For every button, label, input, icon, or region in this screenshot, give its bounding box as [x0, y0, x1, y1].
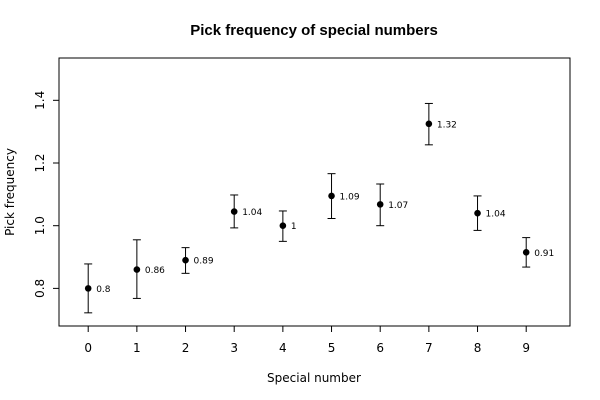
y-tick-label: 1.4 [33, 91, 47, 110]
data-label: 1.04 [486, 210, 506, 220]
y-tick-label: 1.2 [33, 153, 47, 172]
data-label: 1.09 [340, 192, 360, 202]
data-point [328, 192, 335, 200]
x-tick-label: 9 [522, 341, 530, 355]
data-label: 1.07 [388, 201, 408, 211]
y-axis: 0.8 1.0 1.2 1.4 [33, 91, 59, 298]
x-tick-label: 3 [230, 341, 238, 355]
y-axis-label: Pick frequency [3, 148, 17, 236]
data-label: 1.04 [242, 208, 262, 218]
y-tick-label: 0.8 [33, 279, 47, 298]
data-label: 1 [291, 222, 297, 232]
data-point [425, 120, 433, 128]
y-tick-label: 1.0 [33, 216, 47, 235]
data-label: 0.86 [145, 266, 165, 276]
data-point [230, 208, 238, 215]
data-point [522, 249, 530, 256]
data-label: 0.91 [534, 249, 554, 259]
x-tick-label: 2 [182, 341, 190, 355]
x-tick-label: 6 [376, 341, 384, 355]
data-point [376, 201, 384, 208]
chart-title: Pick frequency of special numbers [190, 22, 438, 39]
data-label: 0.89 [194, 257, 214, 267]
x-axis-label: Special number [267, 371, 361, 385]
data-point [474, 209, 481, 217]
x-tick-label: 0 [84, 341, 92, 355]
x-tick-label: 7 [425, 341, 433, 355]
data-point [279, 222, 287, 229]
plot-frame [58, 57, 571, 327]
data-label: 0.8 [96, 285, 111, 295]
data-series: 0.8 0.86 0.89 1.04 1 1.09 1.07 1.32 1.04 0.91 [84, 102, 554, 314]
x-tick-label: 5 [328, 341, 336, 355]
x-tick-label: 8 [474, 341, 482, 355]
data-point [84, 285, 92, 292]
data-label: 1.32 [437, 120, 457, 130]
x-axis: 0 1 2 3 4 5 6 7 8 9 [84, 326, 530, 355]
x-tick-label: 4 [279, 341, 287, 355]
data-point [182, 256, 189, 264]
data-point [133, 266, 141, 273]
x-tick-label: 1 [133, 341, 141, 355]
